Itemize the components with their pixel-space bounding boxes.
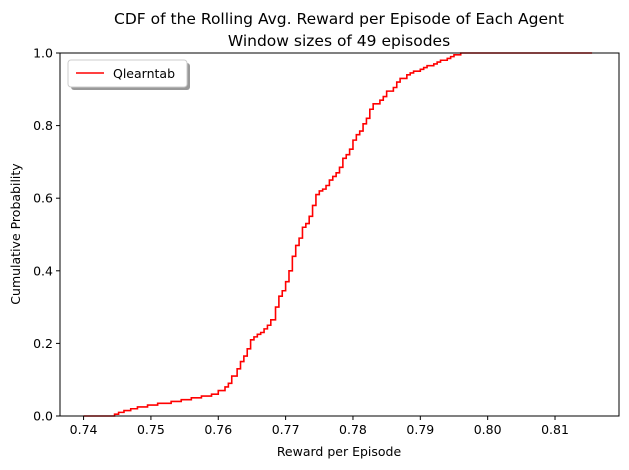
x-tick-label: 0.77 — [272, 422, 300, 437]
y-tick-label: 0.0 — [33, 409, 53, 424]
legend-box — [67, 59, 188, 88]
x-tick-label: 0.81 — [541, 422, 569, 437]
y-tick-label: 0.4 — [33, 263, 53, 278]
axes-frame — [59, 52, 620, 417]
x-tick-label: 0.78 — [339, 422, 367, 437]
legend-label-qlearntab: Qlearntab — [113, 66, 175, 81]
x-tick-label: 0.79 — [406, 422, 434, 437]
chart-title: CDF of the Rolling Avg. Reward per Episo… — [114, 10, 564, 28]
chart-subtitle: Window sizes of 49 episodes — [228, 32, 450, 50]
x-tick-label: 0.80 — [474, 422, 502, 437]
x-tick-label: 0.76 — [204, 422, 232, 437]
x-axis-label: Reward per Episode — [277, 444, 402, 459]
y-axis-label: Cumulative Probability — [8, 163, 23, 305]
legend: Qlearntab — [67, 59, 190, 90]
x-tick-label: 0.74 — [70, 422, 98, 437]
y-axis-ticks: 0.0 0.2 0.4 0.6 0.8 1.0 — [33, 46, 60, 424]
y-tick-label: 0.8 — [33, 118, 53, 133]
y-tick-label: 0.6 — [33, 191, 53, 206]
series-line-qlearntab — [83, 52, 593, 417]
x-axis-ticks: 0.74 0.75 0.76 0.77 0.78 0.79 0.80 0.81 — [70, 416, 569, 437]
y-tick-label: 1.0 — [33, 46, 53, 61]
y-tick-label: 0.2 — [33, 336, 53, 351]
plot-area — [83, 52, 593, 417]
x-tick-label: 0.75 — [137, 422, 165, 437]
